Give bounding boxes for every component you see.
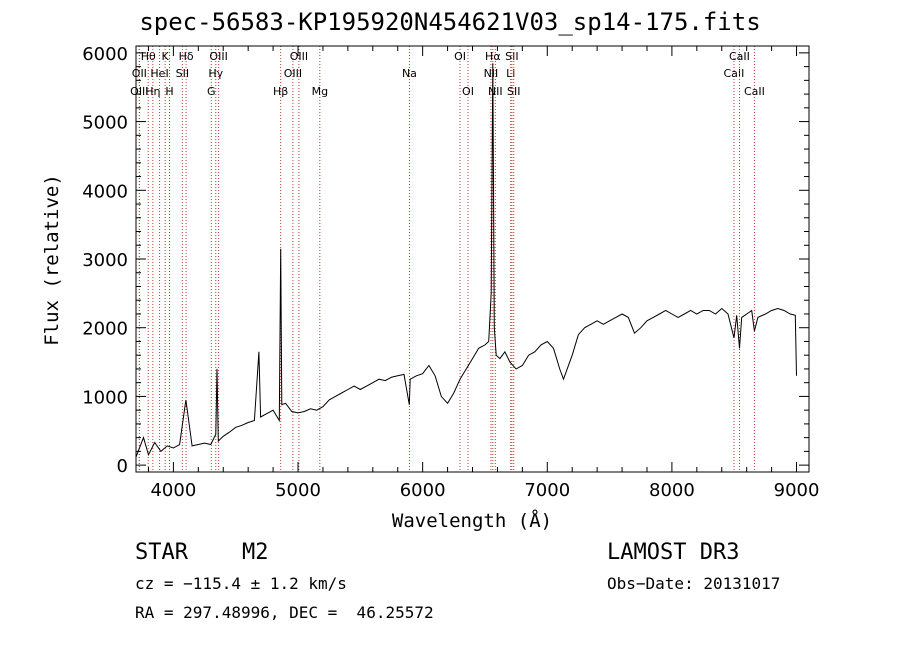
line-label-4: HeI: [150, 67, 168, 80]
plot-frame: [135, 45, 810, 473]
y-tick-label-6: 6000: [82, 44, 128, 65]
x-tick-label-4: 8000: [649, 480, 695, 501]
survey-name: LAMOST DR3: [607, 540, 740, 565]
line-label-27: CaII: [744, 85, 765, 98]
line-label-15: Mg: [312, 85, 328, 98]
line-label-2: OIII: [130, 85, 148, 98]
y-tick-label-5: 5000: [82, 113, 128, 134]
line-label-24: SII: [507, 85, 520, 98]
line-label-0: Hθ: [141, 50, 156, 63]
line-label-3: Hη: [145, 85, 160, 98]
object-class: STAR: [135, 540, 188, 565]
chart-title: spec-56583-KP195920N454621V03_sp14-175.f…: [139, 8, 761, 36]
line-label-11: OIII: [209, 50, 227, 63]
line-label-20: Hα: [485, 50, 501, 63]
line-label-22: Li: [506, 67, 515, 80]
line-label-7: SII: [176, 67, 189, 80]
line-label-13: OIII: [284, 67, 302, 80]
y-tick-label-3: 3000: [82, 250, 128, 271]
line-label-10: Hγ: [208, 67, 223, 80]
x-tick-label-2: 6000: [400, 480, 446, 501]
line-label-5: K: [162, 50, 170, 63]
y-axis-label: Flux (relative): [41, 174, 63, 346]
x-tick-label-3: 7000: [524, 480, 570, 501]
object-subclass: M2: [242, 540, 269, 565]
line-label-8: Hδ: [179, 50, 194, 63]
line-label-17: OI: [454, 50, 466, 63]
redshift-velocity: cz = −115.4 ± 1.2 km/s: [135, 574, 347, 593]
spectrum-line: [135, 63, 797, 458]
coordinates: RA = 297.48996, DEC = 46.25572: [135, 603, 434, 622]
line-label-21: NII: [488, 85, 503, 98]
x-tick-label-5: 9000: [774, 480, 820, 501]
y-tick-label-4: 4000: [82, 181, 128, 202]
emission-lines-layer: HθOIIOIIIHηHeIKHSIIHδGHγOIIIHβOIIIOIIIMg…: [130, 46, 765, 472]
line-label-26: CaII: [729, 50, 750, 63]
line-label-16: Na: [402, 67, 417, 80]
spectrum-layer: [135, 63, 797, 458]
line-label-14: OIII: [290, 50, 308, 63]
observation-date: Obs−Date: 20131017: [607, 574, 781, 593]
x-tick-label-0: 4000: [150, 480, 196, 501]
line-label-18: OI: [462, 85, 474, 98]
line-label-25: CaII: [724, 67, 745, 80]
line-label-19: NII: [484, 67, 499, 80]
line-label-12: Hβ: [273, 85, 288, 98]
y-tick-label-1: 1000: [82, 387, 128, 408]
x-tick-label-1: 5000: [275, 480, 321, 501]
x-axis-label: Wavelength (Å): [391, 510, 553, 532]
line-label-6: H: [165, 85, 173, 98]
line-label-9: G: [207, 85, 216, 98]
axis-ticks-layer: 4000 5000 6000 7000 8000 9000 0 1000 2000 3000 400…: [82, 44, 819, 501]
line-label-23: SII: [505, 50, 518, 63]
y-tick-label-0: 0: [117, 456, 128, 477]
y-tick-label-2: 2000: [82, 319, 128, 340]
